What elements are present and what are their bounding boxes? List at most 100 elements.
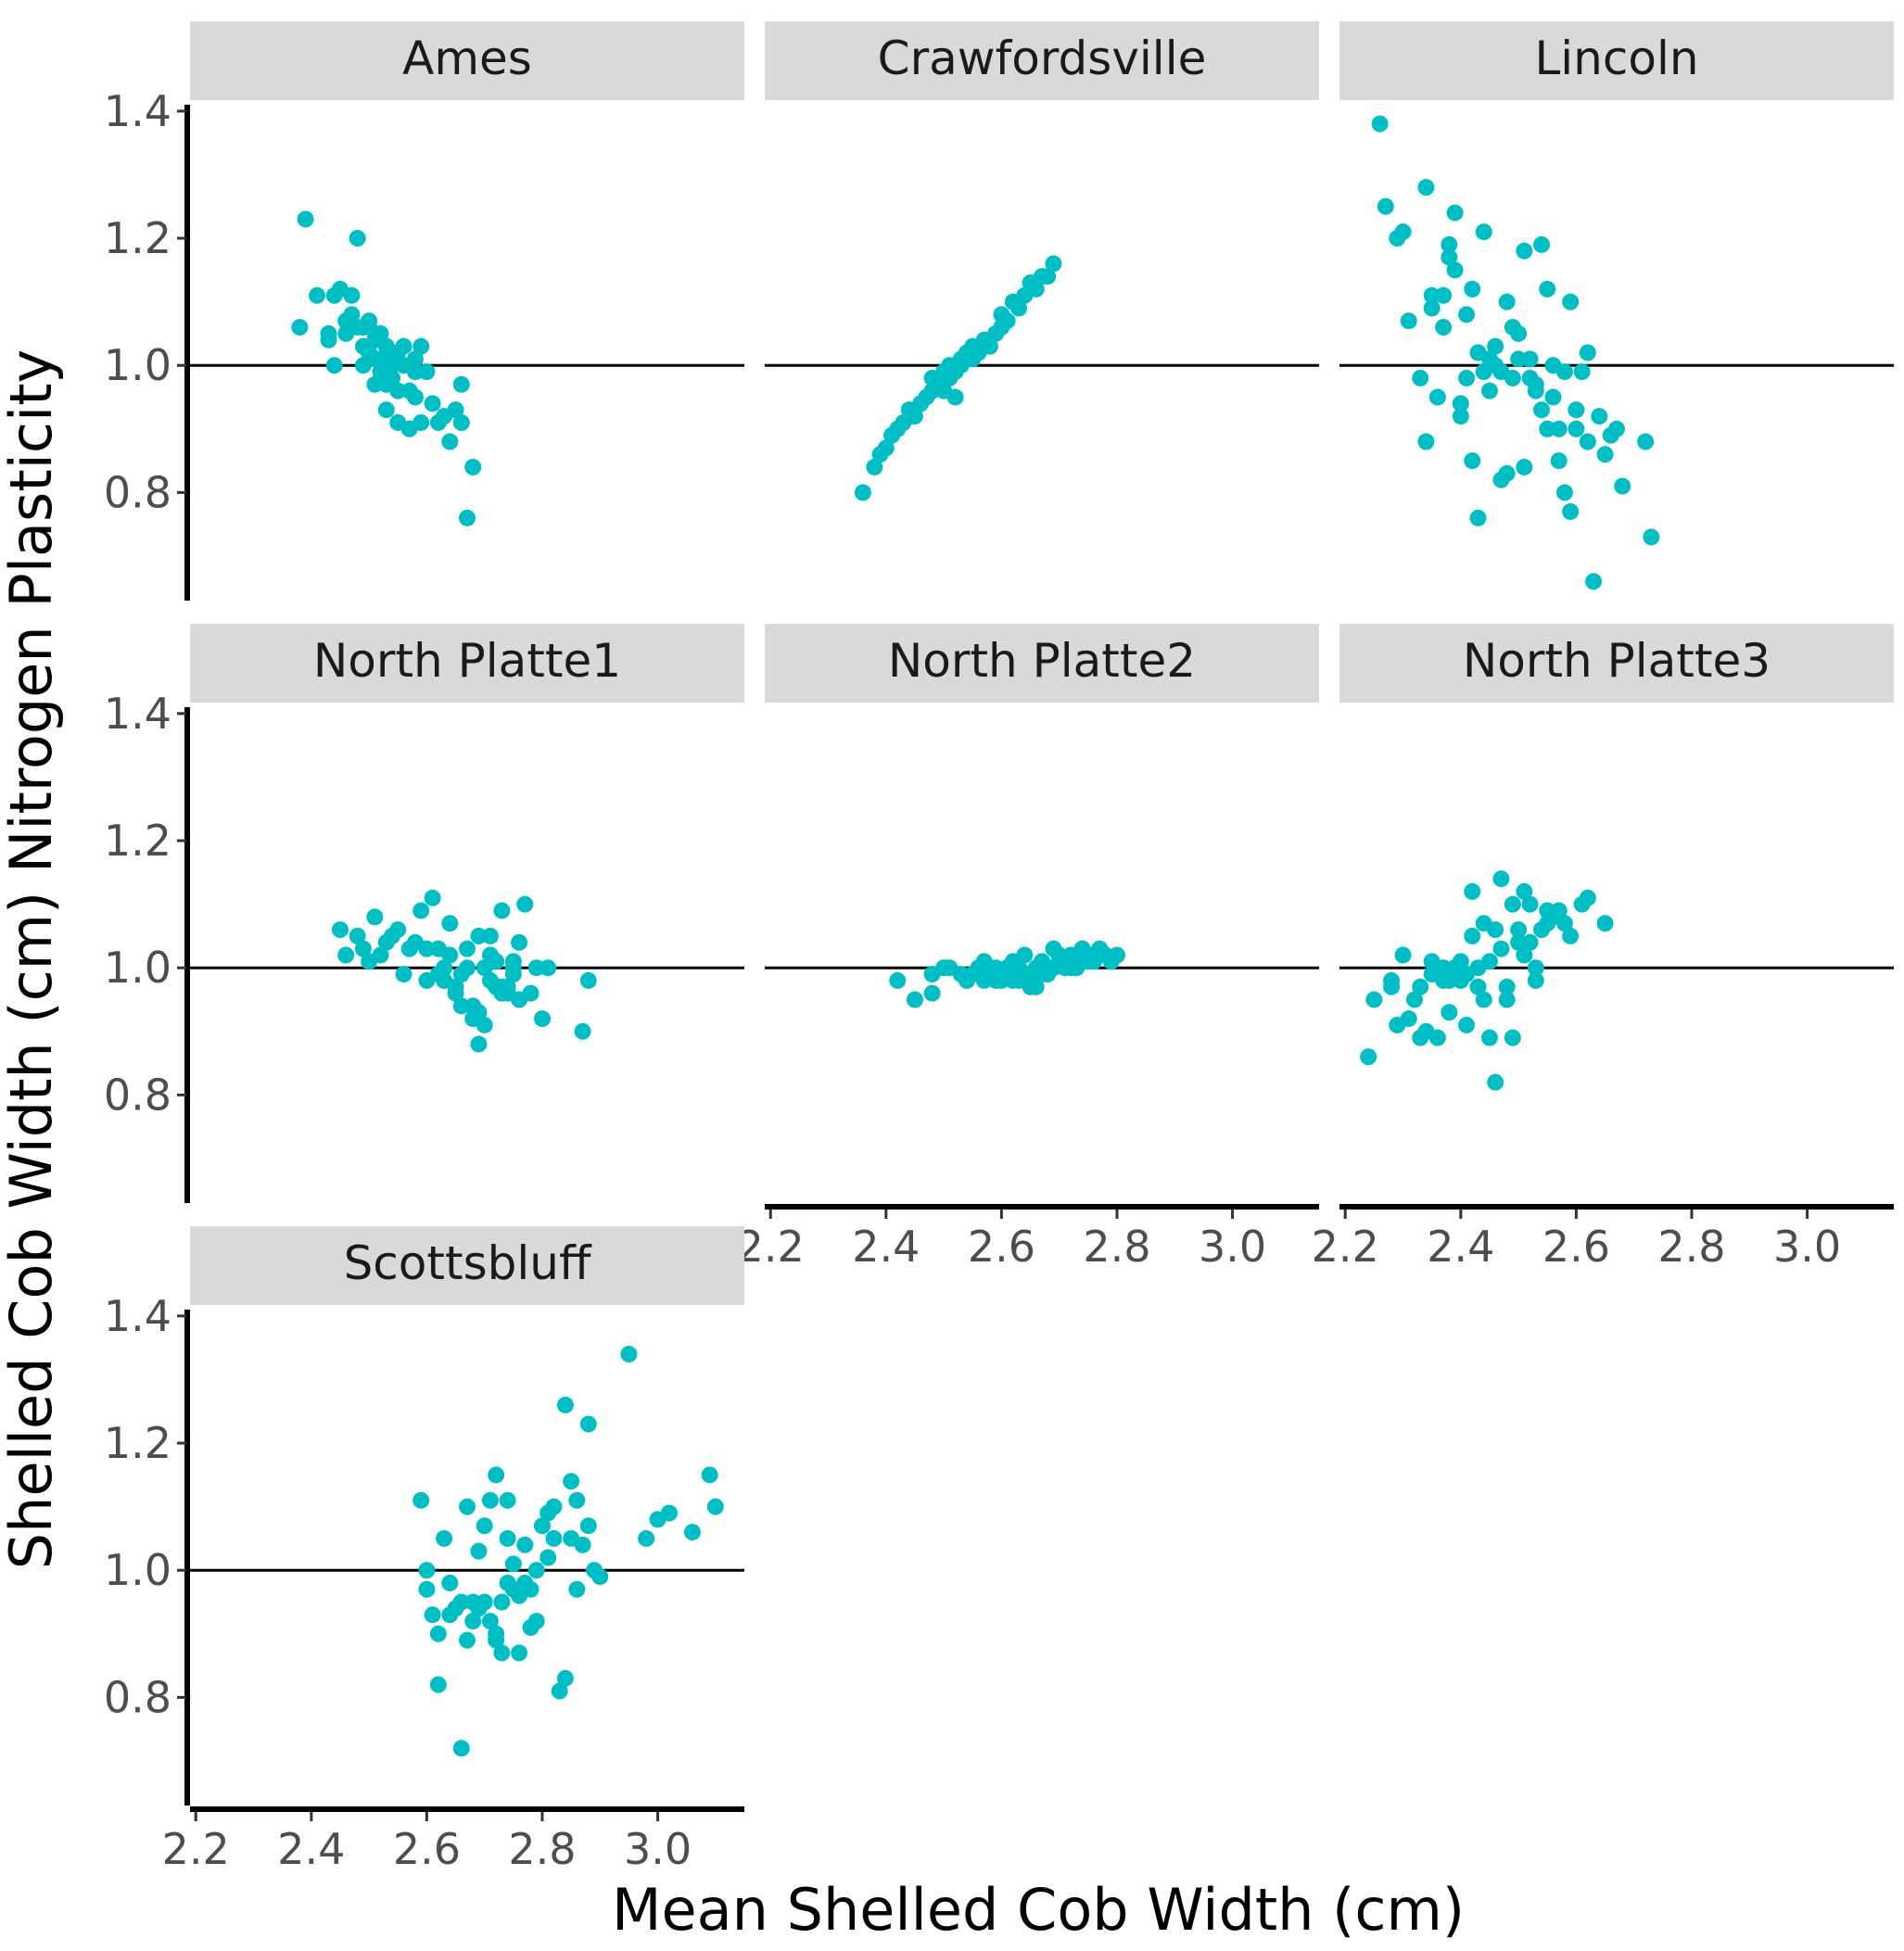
data-point bbox=[447, 978, 464, 995]
data-point bbox=[923, 984, 941, 1002]
data-point bbox=[1400, 1010, 1417, 1028]
data-point bbox=[452, 413, 470, 431]
data-point bbox=[1539, 420, 1556, 437]
panel-title: North Platte3 bbox=[1463, 634, 1771, 688]
data-point bbox=[906, 408, 923, 425]
y-tick-label: 1.4 bbox=[104, 1291, 171, 1341]
data-point bbox=[1377, 197, 1394, 215]
data-point bbox=[1585, 573, 1603, 590]
data-point bbox=[1400, 312, 1417, 330]
data-point bbox=[527, 1562, 545, 1579]
data-point bbox=[1596, 446, 1614, 463]
data-point bbox=[470, 1542, 488, 1560]
panel-ames: Ames 0.8 1.0 1.2 1.4 bbox=[104, 21, 744, 601]
data-point bbox=[1469, 978, 1487, 995]
data-point bbox=[424, 889, 441, 906]
data-point bbox=[418, 1562, 436, 1579]
y-tick-label: 0.8 bbox=[104, 1672, 171, 1722]
data-point bbox=[476, 1593, 493, 1611]
data-point bbox=[343, 286, 361, 304]
data-point bbox=[481, 946, 499, 964]
data-point bbox=[981, 337, 998, 355]
data-point bbox=[429, 1676, 447, 1693]
data-point bbox=[1027, 978, 1045, 995]
panel-title: Lincoln bbox=[1534, 32, 1698, 85]
data-point bbox=[545, 1529, 563, 1547]
data-point bbox=[906, 991, 923, 1008]
data-point bbox=[1480, 382, 1498, 399]
data-point bbox=[1010, 959, 1028, 977]
data-point bbox=[413, 337, 430, 355]
data-point bbox=[1487, 921, 1504, 939]
panel-scottsbluff: Scottsbluff 0.8 1.0 1.2 1.4 2.2 2.4 2.6 2.8 3.0 bbox=[104, 1226, 744, 1874]
strip-background bbox=[1339, 21, 1894, 100]
data-point bbox=[309, 286, 326, 304]
data-point bbox=[418, 1580, 436, 1598]
data-point bbox=[1562, 927, 1580, 944]
y-axis-title: Shelled Cob Width (cm) Nitrogen Plastici… bbox=[0, 349, 65, 1569]
panel-north-platte1: North Platte1 0.8 1.0 1.2 1.4 bbox=[104, 624, 744, 1203]
data-point bbox=[1637, 433, 1655, 450]
data-point bbox=[556, 1396, 574, 1413]
data-point bbox=[1527, 971, 1544, 989]
data-point bbox=[551, 1682, 568, 1700]
data-point bbox=[418, 363, 436, 381]
data-point bbox=[579, 971, 597, 989]
data-point bbox=[683, 1524, 701, 1541]
data-point bbox=[429, 1625, 447, 1642]
data-point bbox=[563, 1473, 580, 1490]
data-point bbox=[1417, 433, 1435, 450]
y-tick-label: 1.2 bbox=[104, 816, 171, 866]
data-point bbox=[1498, 991, 1516, 1008]
data-point bbox=[343, 306, 361, 323]
data-point bbox=[1510, 933, 1528, 951]
data-point bbox=[1062, 959, 1080, 977]
data-point bbox=[1533, 401, 1551, 419]
panel-title: Ames bbox=[402, 32, 532, 85]
strip-background bbox=[1339, 624, 1894, 703]
data-point bbox=[574, 1536, 591, 1553]
data-point bbox=[418, 940, 436, 957]
x-tick-label: 2.6 bbox=[968, 1222, 1035, 1272]
data-point bbox=[418, 971, 436, 989]
x-tick-label: 2.2 bbox=[1312, 1222, 1379, 1272]
x-tick-label: 2.2 bbox=[162, 1824, 230, 1874]
data-point bbox=[384, 357, 401, 374]
data-point bbox=[1516, 458, 1533, 475]
data-point bbox=[1492, 940, 1510, 957]
data-point bbox=[854, 484, 871, 501]
data-point bbox=[1510, 350, 1528, 368]
data-point bbox=[993, 971, 1010, 989]
x-tick-label: 2.6 bbox=[1542, 1222, 1610, 1272]
data-point bbox=[481, 927, 499, 944]
data-point bbox=[1480, 953, 1498, 970]
data-point bbox=[504, 1555, 522, 1573]
data-point bbox=[1608, 420, 1625, 437]
data-point bbox=[516, 1536, 534, 1553]
data-point bbox=[1498, 978, 1516, 995]
data-point bbox=[1544, 388, 1562, 406]
data-point bbox=[1521, 933, 1539, 951]
data-point bbox=[539, 959, 557, 977]
x-tick-label: 2.4 bbox=[1427, 1222, 1494, 1272]
data-point bbox=[441, 946, 459, 964]
strip-background bbox=[765, 624, 1319, 703]
y-tick-label: 0.8 bbox=[104, 467, 171, 517]
x-tick-label: 3.0 bbox=[624, 1824, 692, 1874]
x-tick-label: 3.0 bbox=[1199, 1222, 1266, 1272]
data-point bbox=[1417, 179, 1435, 196]
data-point bbox=[406, 388, 424, 406]
panel-north-platte3: North Platte3 2.2 2.4 2.6 2.8 3.0 bbox=[1312, 624, 1894, 1272]
data-point bbox=[1510, 324, 1528, 342]
data-point bbox=[413, 413, 430, 431]
data-point bbox=[701, 1466, 718, 1484]
data-point bbox=[459, 940, 476, 957]
data-point bbox=[447, 401, 464, 419]
data-point bbox=[1539, 280, 1556, 298]
data-point bbox=[1550, 902, 1568, 919]
data-point bbox=[452, 1740, 470, 1757]
data-point bbox=[436, 959, 453, 977]
panel-layer: Ames 0.8 1.0 1.2 1.4 Crawfordsville Lincoln Nor… bbox=[104, 21, 1894, 1874]
data-point bbox=[1568, 420, 1585, 437]
data-point bbox=[424, 1606, 441, 1624]
